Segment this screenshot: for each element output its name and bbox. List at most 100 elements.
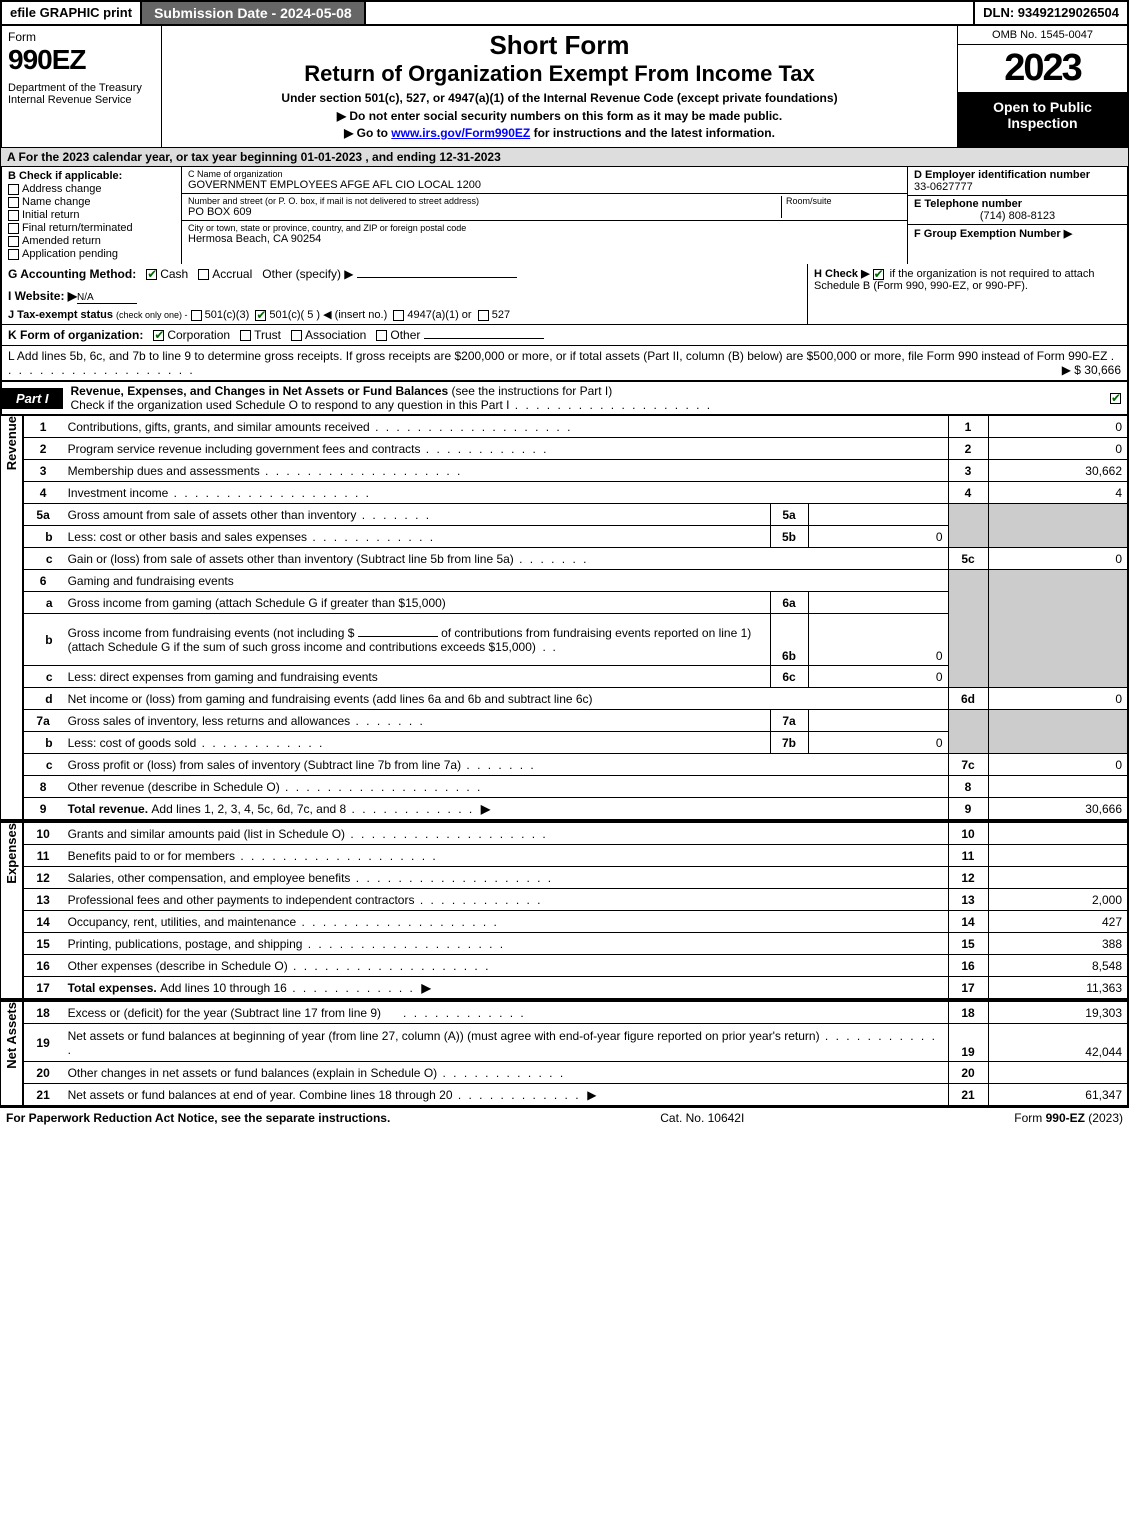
- form-of-org-label: K Form of organization:: [8, 328, 143, 342]
- row-l: L Add lines 5b, 6c, and 7b to line 9 to …: [0, 345, 1129, 382]
- line-13: 13Professional fees and other payments t…: [23, 889, 1128, 911]
- tel-label: E Telephone number: [914, 198, 1121, 210]
- under-section-text: Under section 501(c), 527, or 4947(a)(1)…: [172, 91, 947, 105]
- street-row: Number and street (or P. O. box, if mail…: [182, 194, 907, 221]
- section-b: B Check if applicable: Address change Na…: [2, 167, 182, 264]
- accounting-method-label: G Accounting Method:: [8, 267, 136, 281]
- row-h: H Check ▶ if the organization is not req…: [807, 264, 1127, 324]
- part1-schedule-o-check[interactable]: [1107, 392, 1127, 404]
- line-4: 4Investment income44: [23, 482, 1128, 504]
- line-3: 3Membership dues and assessments330,662: [23, 460, 1128, 482]
- street-label: Number and street (or P. O. box, if mail…: [188, 196, 781, 206]
- line-19: 19Net assets or fund balances at beginni…: [23, 1024, 1128, 1062]
- goto-prefix: ▶ Go to: [344, 126, 391, 140]
- row-gh: G Accounting Method: Cash Accrual Other …: [0, 264, 1129, 324]
- cat-no: Cat. No. 10642I: [660, 1111, 744, 1125]
- line-6d: dNet income or (loss) from gaming and fu…: [23, 688, 1128, 710]
- part1-header: Part I Revenue, Expenses, and Changes in…: [0, 382, 1129, 415]
- revenue-side-label: Revenue: [0, 415, 22, 820]
- row-g: G Accounting Method: Cash Accrual Other …: [2, 264, 807, 324]
- paperwork-notice: For Paperwork Reduction Act Notice, see …: [6, 1111, 390, 1125]
- tel-block: E Telephone number (714) 808-8123: [908, 196, 1127, 225]
- netassets-section: Net Assets 18Excess or (deficit) for the…: [0, 1001, 1129, 1108]
- row-l-amount: ▶ $ 30,666: [1062, 363, 1121, 377]
- form-header: Form 990EZ Department of the Treasury In…: [0, 26, 1129, 148]
- line-9: 9Total revenue. Add lines 1, 2, 3, 4, 5c…: [23, 798, 1128, 820]
- cb-501c[interactable]: [255, 310, 266, 321]
- cb-cash[interactable]: [146, 269, 157, 280]
- topbar-spacer: [366, 2, 973, 24]
- room-label: Room/suite: [786, 196, 901, 206]
- section-c: C Name of organization GOVERNMENT EMPLOY…: [182, 167, 907, 264]
- tax-exempt-label: J Tax-exempt status: [8, 309, 113, 321]
- h-label: H Check ▶: [814, 268, 870, 280]
- line-10: 10Grants and similar amounts paid (list …: [23, 823, 1128, 845]
- cb-trust[interactable]: [240, 330, 251, 341]
- cb-schedule-b[interactable]: [873, 269, 884, 280]
- part1-title: Revenue, Expenses, and Changes in Net As…: [63, 382, 1107, 414]
- line-12: 12Salaries, other compensation, and empl…: [23, 867, 1128, 889]
- accrual-label: Accrual: [212, 267, 252, 281]
- line-15: 15Printing, publications, postage, and s…: [23, 933, 1128, 955]
- revenue-section: Revenue 1Contributions, gifts, grants, a…: [0, 415, 1129, 822]
- cb-corporation[interactable]: [153, 330, 164, 341]
- cb-other-org[interactable]: [376, 330, 387, 341]
- netassets-table: 18Excess or (deficit) for the year (Subt…: [22, 1001, 1129, 1106]
- cash-label: Cash: [160, 267, 188, 281]
- city-label: City or town, state or province, country…: [188, 223, 466, 233]
- cb-application-pending[interactable]: Application pending: [8, 248, 175, 260]
- top-bar: efile GRAPHIC print Submission Date - 20…: [0, 0, 1129, 26]
- expenses-table: 10Grants and similar amounts paid (list …: [22, 822, 1129, 999]
- page-footer: For Paperwork Reduction Act Notice, see …: [0, 1108, 1129, 1128]
- irs-link[interactable]: www.irs.gov/Form990EZ: [391, 126, 530, 140]
- ein-value: 33-0627777: [914, 181, 1121, 193]
- line-8: 8Other revenue (describe in Schedule O)8: [23, 776, 1128, 798]
- cb-final-return[interactable]: Final return/terminated: [8, 222, 175, 234]
- line-14: 14Occupancy, rent, utilities, and mainte…: [23, 911, 1128, 933]
- cb-amended-return[interactable]: Amended return: [8, 235, 175, 247]
- cb-name-change[interactable]: Name change: [8, 196, 175, 208]
- cb-accrual[interactable]: [198, 269, 209, 280]
- line-5c: cGain or (loss) from sale of assets othe…: [23, 548, 1128, 570]
- line-2: 2Program service revenue including gover…: [23, 438, 1128, 460]
- tel-value: (714) 808-8123: [914, 210, 1121, 222]
- line-6: 6Gaming and fundraising events: [23, 570, 1128, 592]
- part1-subtext: Check if the organization used Schedule …: [71, 398, 510, 412]
- cb-association[interactable]: [291, 330, 302, 341]
- line-21: 21Net assets or fund balances at end of …: [23, 1084, 1128, 1106]
- header-center: Short Form Return of Organization Exempt…: [162, 26, 957, 147]
- return-title: Return of Organization Exempt From Incom…: [172, 61, 947, 87]
- org-name-value: GOVERNMENT EMPLOYEES AFGE AFL CIO LOCAL …: [188, 179, 481, 191]
- cb-4947a1[interactable]: [393, 310, 404, 321]
- expenses-side-label: Expenses: [0, 822, 22, 999]
- goto-link-line: ▶ Go to www.irs.gov/Form990EZ for instru…: [172, 126, 947, 140]
- row-k: K Form of organization: Corporation Trus…: [0, 324, 1129, 345]
- tax-exempt-sub: (check only one) -: [116, 310, 188, 320]
- line-11: 11Benefits paid to or for members11: [23, 845, 1128, 867]
- revenue-table: 1Contributions, gifts, grants, and simil…: [22, 415, 1129, 820]
- line-20: 20Other changes in net assets or fund ba…: [23, 1062, 1128, 1084]
- part1-tab: Part I: [2, 388, 63, 409]
- efile-print-label[interactable]: efile GRAPHIC print: [2, 2, 140, 24]
- fundraising-amount-input[interactable]: [358, 636, 438, 637]
- department-label: Department of the Treasury Internal Reve…: [8, 82, 155, 106]
- cb-501c3[interactable]: [191, 310, 202, 321]
- goto-suffix: for instructions and the latest informat…: [530, 126, 775, 140]
- dln-label: DLN: 93492129026504: [975, 2, 1127, 24]
- line-7c: cGross profit or (loss) from sales of in…: [23, 754, 1128, 776]
- street-value: PO BOX 609: [188, 206, 252, 218]
- form-word: Form: [8, 30, 155, 44]
- cb-527[interactable]: [478, 310, 489, 321]
- line-17: 17Total expenses. Add lines 10 through 1…: [23, 977, 1128, 999]
- ssn-warning: ▶ Do not enter social security numbers o…: [172, 109, 947, 123]
- section-b-header: B Check if applicable:: [8, 170, 175, 182]
- line-5a: 5aGross amount from sale of assets other…: [23, 504, 1128, 526]
- other-specify-input[interactable]: [357, 277, 517, 278]
- cb-initial-return[interactable]: Initial return: [8, 209, 175, 221]
- open-to-public: Open to Public Inspection: [958, 93, 1127, 147]
- row-a-tax-year: A For the 2023 calendar year, or tax yea…: [0, 148, 1129, 167]
- netassets-side-label: Net Assets: [0, 1001, 22, 1106]
- expenses-section: Expenses 10Grants and similar amounts pa…: [0, 822, 1129, 1001]
- other-org-input[interactable]: [424, 338, 544, 339]
- cb-address-change[interactable]: Address change: [8, 183, 175, 195]
